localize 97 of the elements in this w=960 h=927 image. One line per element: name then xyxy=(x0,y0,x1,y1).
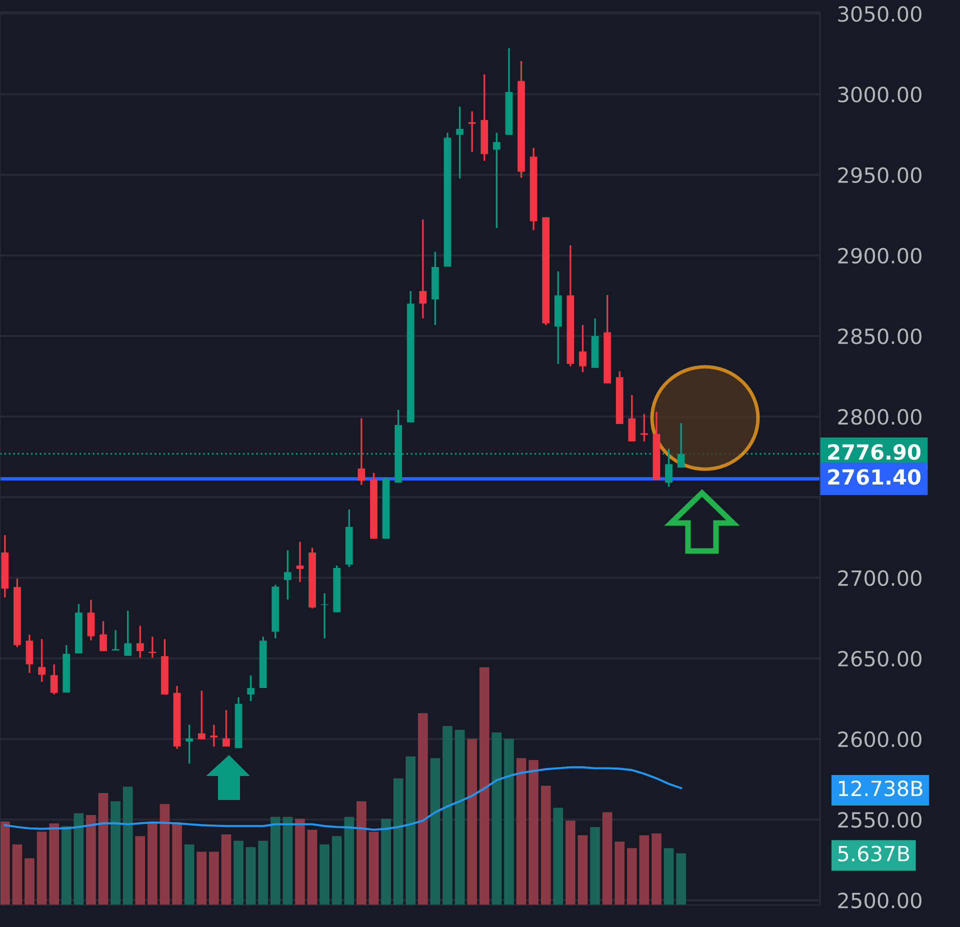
y-tick-label: 2550.00 xyxy=(838,812,922,828)
y-tick-label: 2700.00 xyxy=(838,570,922,586)
y-tick-label: 2900.00 xyxy=(838,248,922,264)
bar xyxy=(602,812,612,905)
candlestick xyxy=(210,724,218,748)
ref-line-label: 2761.40 xyxy=(828,469,920,485)
bar xyxy=(36,832,47,905)
bar xyxy=(467,738,477,905)
bar xyxy=(258,840,268,905)
candlestick xyxy=(100,620,107,652)
bar xyxy=(282,816,293,905)
bar xyxy=(320,844,330,905)
candlestick xyxy=(456,106,464,180)
bar xyxy=(418,713,428,905)
candlestick xyxy=(87,599,95,642)
bar xyxy=(368,832,379,905)
candlestick xyxy=(628,394,636,442)
bar xyxy=(528,760,538,905)
candlestick xyxy=(124,610,132,657)
bar xyxy=(676,853,686,905)
bar xyxy=(578,835,588,905)
y-tick-label: 3050.00 xyxy=(838,6,922,22)
bar xyxy=(208,852,219,905)
y2-tick-label: 5.637B xyxy=(838,846,910,862)
y-tick-label: 2850.00 xyxy=(838,328,922,344)
candlestick xyxy=(468,110,476,153)
bar xyxy=(49,823,60,905)
bar xyxy=(381,818,391,905)
bar xyxy=(160,804,170,905)
bar xyxy=(393,778,404,905)
bar xyxy=(406,756,416,905)
y-tick-label: 2950.00 xyxy=(838,167,922,184)
bar xyxy=(553,808,564,905)
bar xyxy=(479,667,490,905)
candlestick xyxy=(492,132,500,229)
bar xyxy=(196,852,207,905)
ref-line-label: 2776.90 xyxy=(828,444,920,460)
bar xyxy=(184,844,194,905)
bar xyxy=(172,822,182,905)
bar xyxy=(566,820,576,905)
bar xyxy=(442,726,452,905)
bar xyxy=(74,813,84,905)
bar xyxy=(0,821,10,905)
bar xyxy=(614,842,625,905)
bar xyxy=(270,816,280,905)
bar xyxy=(540,786,551,905)
candlestick xyxy=(284,549,292,600)
bar xyxy=(430,758,440,905)
y-tick-label: 3000.00 xyxy=(838,86,922,102)
bar xyxy=(110,801,120,905)
bar xyxy=(24,858,34,905)
candlestick xyxy=(222,709,230,748)
candlestick xyxy=(579,324,586,374)
y-tick-label: 2800.00 xyxy=(838,409,922,425)
bar xyxy=(590,826,600,905)
y-tick-label: 2600.00 xyxy=(838,731,922,748)
bar xyxy=(664,848,674,905)
candlestick xyxy=(247,674,254,702)
candlestick xyxy=(198,690,206,740)
candlestick xyxy=(112,629,120,652)
bar xyxy=(454,730,465,905)
line-series xyxy=(4,766,682,831)
candlestick xyxy=(38,638,46,683)
bar xyxy=(639,835,650,905)
candlestick xyxy=(640,413,648,442)
candlestick xyxy=(296,540,304,583)
bar xyxy=(652,833,662,905)
y-tick-label: 2500.00 xyxy=(838,892,922,908)
bar xyxy=(234,840,244,905)
candlestick xyxy=(186,724,194,764)
bar xyxy=(626,848,637,905)
bar xyxy=(307,830,318,905)
bar xyxy=(61,826,72,905)
bar xyxy=(12,844,22,905)
bar xyxy=(246,847,256,905)
bar xyxy=(86,815,96,905)
bar xyxy=(332,836,342,905)
bar xyxy=(135,836,146,905)
candlestick xyxy=(665,448,672,488)
candlestick xyxy=(50,664,58,696)
candlestick xyxy=(26,634,34,674)
bar xyxy=(504,738,514,905)
bar xyxy=(492,732,502,905)
candlestick xyxy=(136,624,144,659)
bar xyxy=(221,834,232,905)
y2-tick-label: 12.738B xyxy=(838,780,922,796)
candlestick xyxy=(358,418,366,486)
y-tick-label: 2650.00 xyxy=(838,650,922,667)
bar xyxy=(516,758,526,905)
bar xyxy=(148,823,158,905)
bar xyxy=(122,786,133,905)
bar xyxy=(295,818,305,905)
bar xyxy=(344,816,354,905)
bar xyxy=(356,801,366,905)
candlestick xyxy=(677,422,685,468)
candlestick xyxy=(419,218,427,320)
bar xyxy=(98,793,108,905)
